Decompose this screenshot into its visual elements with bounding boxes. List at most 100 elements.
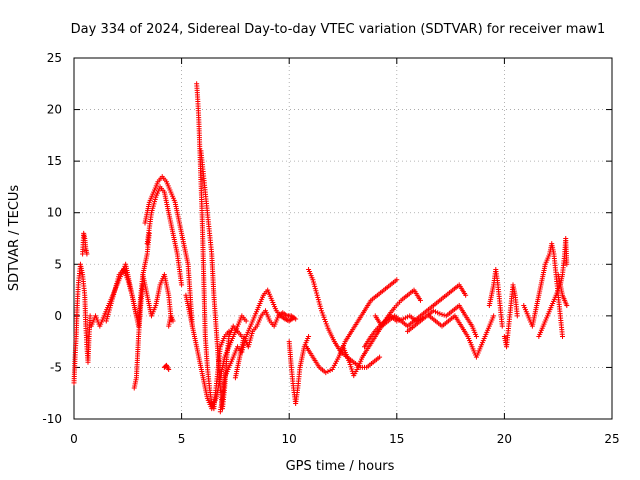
data-point — [125, 279, 131, 285]
data-point — [314, 292, 320, 298]
series-track — [501, 282, 520, 350]
chart-title: Day 334 of 2024, Sidereal Day-to-day VTE… — [71, 22, 606, 37]
data-point — [106, 309, 112, 315]
data-point — [317, 301, 323, 307]
data-point — [249, 331, 255, 337]
data-point — [349, 366, 355, 372]
data-point — [463, 292, 469, 298]
data-point — [310, 279, 316, 285]
data-point — [113, 285, 119, 291]
data-point — [84, 251, 90, 257]
series-track — [286, 333, 312, 407]
data-point — [322, 316, 328, 322]
data-point — [133, 313, 139, 319]
x-tick-label: 15 — [389, 432, 404, 446]
data-point — [324, 323, 330, 329]
data-point — [114, 280, 120, 286]
y-tick-label: 0 — [54, 309, 62, 323]
data-point — [113, 283, 119, 289]
data-point — [313, 288, 319, 294]
grid — [74, 58, 612, 419]
data-point — [107, 305, 113, 311]
x-tick-label: 20 — [497, 432, 512, 446]
data-point — [115, 276, 121, 282]
y-axis-label: SDTVAR / TECUs — [7, 185, 22, 292]
data-point — [514, 313, 520, 319]
y-tick-label: 25 — [47, 51, 62, 65]
data-point — [111, 291, 117, 297]
data-point — [311, 281, 317, 287]
data-point — [170, 318, 176, 324]
data-point — [560, 333, 566, 339]
data-point — [126, 281, 132, 287]
data-point — [105, 311, 111, 317]
data-point — [166, 366, 172, 372]
series-track — [555, 272, 570, 309]
data-point — [246, 342, 252, 348]
data-point — [312, 286, 318, 292]
data-point — [293, 316, 299, 322]
data-point — [87, 313, 93, 319]
data-point — [152, 196, 158, 202]
x-tick-label: 5 — [178, 432, 186, 446]
x-tick-label: 25 — [604, 432, 619, 446]
data-point — [473, 333, 479, 339]
data-point — [150, 205, 156, 211]
series-track — [103, 266, 139, 324]
data-point — [314, 290, 320, 296]
data-point — [417, 297, 423, 303]
series-track — [486, 266, 505, 329]
series-track — [521, 241, 566, 339]
series-track — [131, 282, 146, 391]
data-point — [128, 288, 134, 294]
data-point — [319, 310, 325, 316]
data-point — [320, 312, 326, 318]
data-point — [106, 307, 112, 313]
y-tick-label: -5 — [50, 360, 62, 374]
data-point — [317, 303, 323, 309]
series-track — [161, 362, 172, 372]
data-point — [151, 201, 157, 207]
data-point — [248, 335, 254, 341]
series-track — [71, 261, 93, 386]
data-point — [114, 278, 120, 284]
y-tick-label: 20 — [47, 103, 62, 117]
data-point — [127, 286, 133, 292]
data-point — [152, 199, 158, 205]
data-point — [125, 277, 131, 283]
data-point — [128, 290, 134, 296]
data-point — [150, 203, 156, 209]
data-point — [323, 321, 329, 327]
data-point — [247, 339, 253, 345]
series-track — [144, 184, 185, 288]
data-point — [306, 333, 312, 339]
x-tick-label: 0 — [70, 432, 78, 446]
y-tick-label: 10 — [47, 206, 62, 220]
data-point — [377, 354, 383, 360]
series-track — [232, 308, 299, 381]
data-point — [499, 323, 505, 329]
data-point — [323, 319, 329, 325]
series-track — [183, 292, 249, 412]
data-point — [318, 308, 324, 314]
series-track — [405, 303, 479, 339]
data-point — [321, 314, 327, 320]
data-point — [312, 283, 318, 289]
data-point — [112, 287, 118, 293]
data-point — [318, 305, 324, 311]
data-point — [491, 313, 497, 319]
data-point — [247, 337, 253, 343]
y-tick-label: 15 — [47, 154, 62, 168]
data-point — [348, 364, 354, 370]
data-point — [108, 300, 114, 306]
series-track — [80, 230, 90, 257]
data-point — [394, 277, 400, 283]
data-point — [346, 359, 352, 365]
data-point — [310, 277, 316, 283]
series-track — [303, 277, 400, 376]
data-point — [248, 333, 254, 339]
data-point — [111, 289, 117, 295]
x-tick-label: 10 — [282, 432, 297, 446]
data-point — [315, 297, 321, 303]
